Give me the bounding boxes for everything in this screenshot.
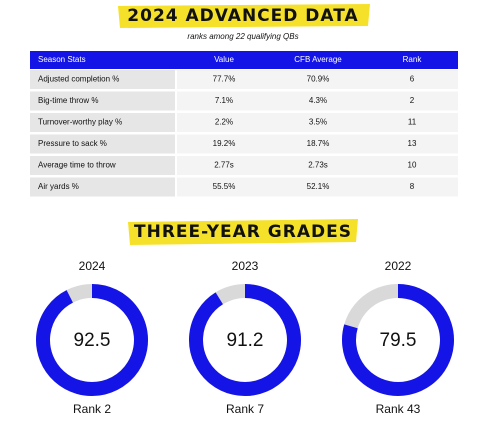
row-label-bg [30,113,175,132]
row-label-bg [30,156,175,175]
column-header: Season Stats [38,55,86,64]
cell: 11 [408,118,417,127]
cell: 70.9% [307,75,330,84]
cell: 18.7% [307,139,330,148]
year-label: 2022 [385,259,412,273]
row-bg [177,70,458,89]
title: 2024 ADVANCED DATA [127,6,358,26]
cell: 2 [410,96,415,105]
row-label: Big-time throw % [38,96,98,105]
row-label: Turnover-worthy play % [38,118,122,127]
column-header: Rank [403,55,423,64]
row-bg [177,113,458,132]
row-bg [177,156,458,175]
donut-arc [189,284,301,396]
cell: 77.7% [213,75,236,84]
row-label: Average time to throw [38,161,116,170]
column-header: CFB Average [294,55,342,64]
row-label-bg [30,177,175,197]
cell: 52.1% [307,182,330,191]
donut-arc [342,284,454,396]
rank-caption: Rank 43 [376,402,421,416]
grade-value: 91.2 [227,330,264,351]
cell: 2.2% [215,118,233,127]
cell: 6 [410,75,415,84]
rank-caption: Rank 2 [73,402,111,416]
row-bg [177,134,458,154]
cell: 2.73s [308,161,328,170]
grade-value: 92.5 [74,330,111,351]
year-label: 2024 [79,259,106,273]
column-header: Value [214,55,234,64]
cell: 4.3% [309,96,327,105]
row-label-bg [30,70,175,89]
cell: 13 [408,139,417,148]
donut-arc [36,284,148,396]
subtitle: ranks among 22 qualifying QBs [187,32,298,41]
cell: 2.77s [214,161,234,170]
row-label: Pressure to sack % [38,139,107,148]
title-highlight [118,4,370,28]
row-bg [177,177,458,197]
cell: 3.5% [309,118,327,127]
cell: 19.2% [213,139,236,148]
row-label: Adjusted completion % [38,75,119,84]
cell: 10 [408,161,417,170]
cell: 7.1% [215,96,233,105]
row-label-bg [30,91,175,111]
cell: 55.5% [213,182,236,191]
rank-caption: Rank 7 [226,402,264,416]
grades-title: THREE-YEAR GRADES [134,222,352,242]
row-label-bg [30,134,175,154]
row-label: Air yards % [38,182,79,191]
table-header [30,51,458,69]
row-bg [177,91,458,111]
grade-value: 79.5 [380,330,417,351]
cell: 8 [410,182,415,191]
year-label: 2023 [232,259,259,273]
grades-highlight [128,219,358,245]
